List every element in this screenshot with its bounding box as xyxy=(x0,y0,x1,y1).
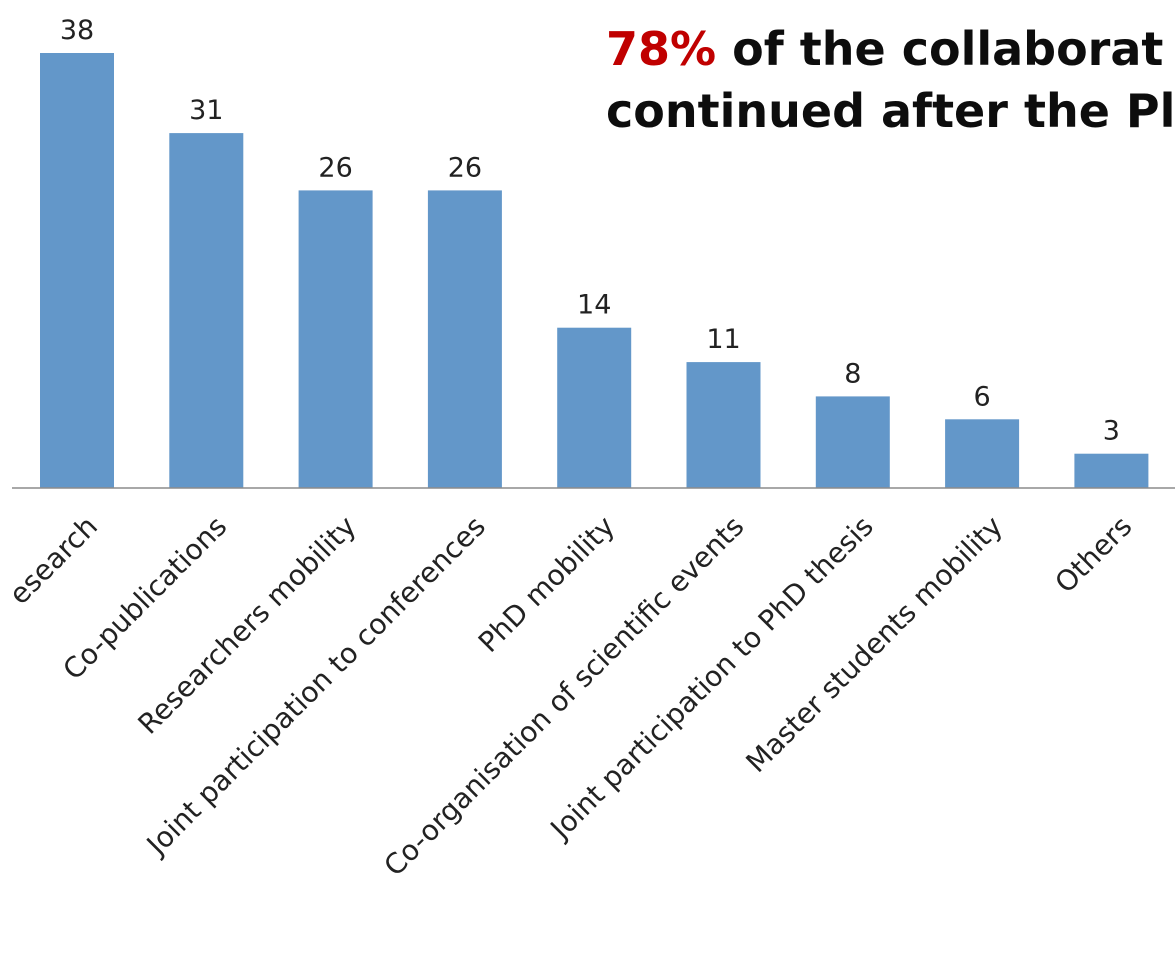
headline-line-1-rest: of the collaborat xyxy=(716,22,1164,76)
value-label-joint-participation-to-conferences: 26 xyxy=(448,152,482,183)
bar-joint-participation-to-conferences xyxy=(427,190,502,488)
bar-joint-participation-to-phd-thesis xyxy=(815,396,890,488)
value-label-co-organisation-of-scientific-events: 11 xyxy=(706,324,740,355)
value-label-esearch: 38 xyxy=(60,15,94,46)
bar-researchers-mobility xyxy=(298,190,373,488)
value-label-master-students-mobility: 6 xyxy=(974,381,991,412)
value-label-co-publications: 31 xyxy=(189,95,223,126)
category-label-master-students-mobility: Master students mobility xyxy=(740,510,1009,779)
bar-co-organisation-of-scientific-events xyxy=(686,362,761,488)
bar-others xyxy=(1074,453,1149,488)
category-label-others: Others xyxy=(1048,510,1138,600)
category-label-esearch: esearch xyxy=(3,510,104,611)
value-label-phd-mobility: 14 xyxy=(577,290,611,321)
headline: 78% of the collaborat continued after th… xyxy=(606,18,1175,142)
headline-highlight: 78% xyxy=(606,22,717,76)
category-label-researchers-mobility: Researchers mobility xyxy=(132,510,363,741)
headline-line-1: 78% of the collaborat xyxy=(606,18,1175,80)
bars-group xyxy=(40,53,1149,488)
category-label-phd-mobility: PhD mobility xyxy=(472,510,621,659)
value-label-researchers-mobility: 26 xyxy=(318,152,352,183)
value-labels-group: 38 31 26 26 14 11 8 6 3 xyxy=(60,15,1120,447)
bar-esearch xyxy=(40,53,114,488)
value-label-others: 3 xyxy=(1103,416,1120,447)
bar-master-students-mobility xyxy=(945,419,1020,488)
bar-phd-mobility xyxy=(557,327,632,488)
bar-co-publications xyxy=(169,133,244,488)
value-label-joint-participation-to-phd-thesis: 8 xyxy=(844,358,861,389)
headline-line-2: continued after the Pl xyxy=(606,84,1175,138)
